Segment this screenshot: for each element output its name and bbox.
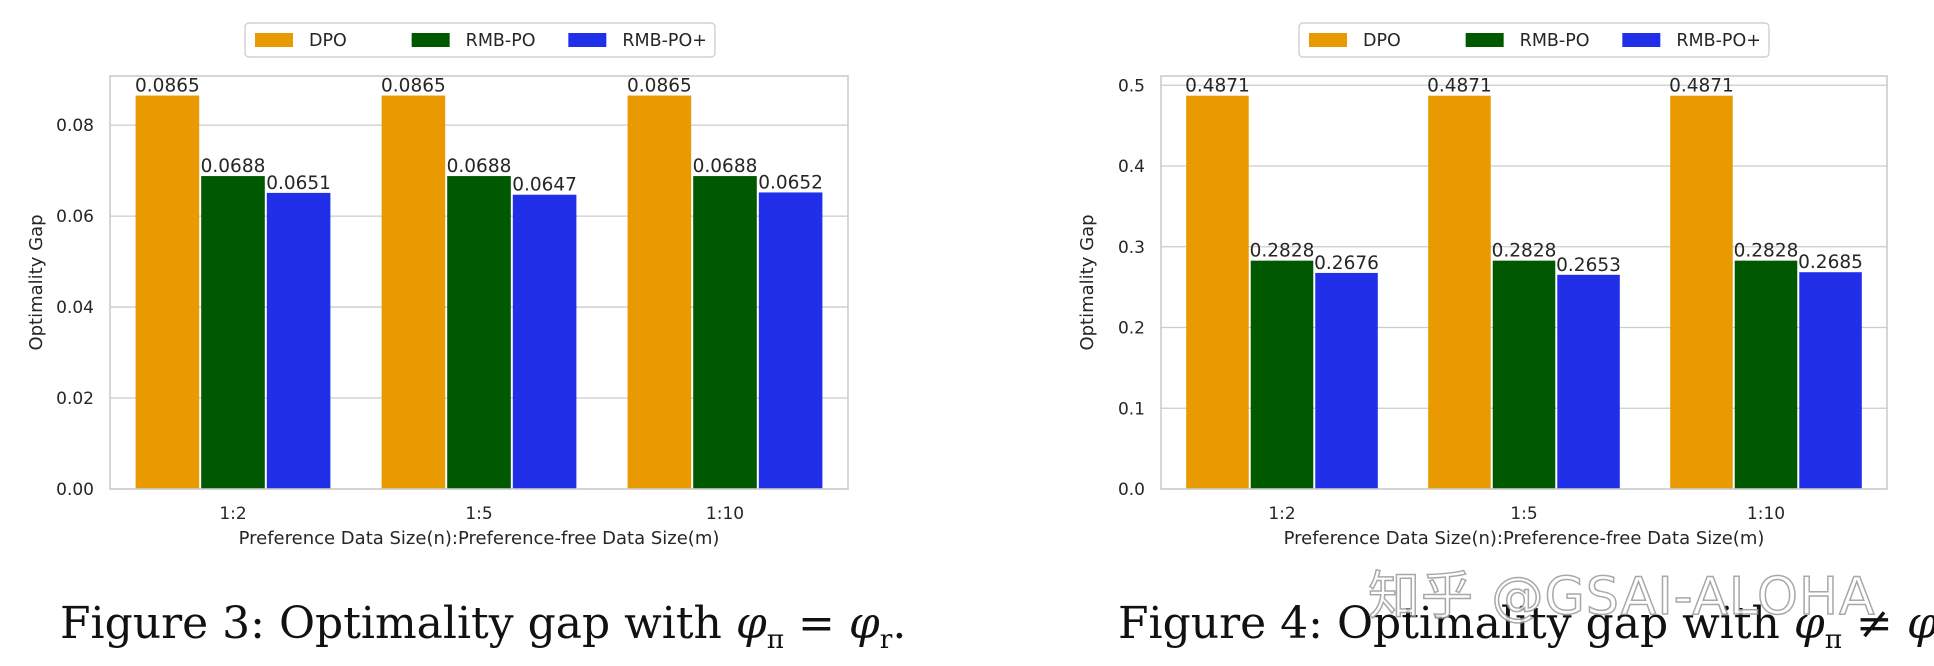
y-axis-label: Optimality Gap — [26, 214, 47, 350]
x-tick-label: 1:5 — [465, 504, 492, 524]
figure-4-panel: 0.0 0.1 0.2 0.3 0.4 0.5 0.4871 0.2828 0.2676 1:2 0… — [967, 0, 1934, 666]
bar-value-label: 0.2828 — [1250, 241, 1315, 262]
bar — [512, 194, 577, 489]
bar-value-label: 0.0652 — [758, 172, 823, 193]
legend-box — [244, 22, 716, 58]
x-tick-label: 1:10 — [706, 504, 744, 524]
bar — [758, 192, 823, 489]
x-axis-label: Preference Data Size(n):Preference-free … — [1284, 528, 1765, 549]
bar-value-label: 0.2676 — [1314, 253, 1379, 274]
bar — [201, 176, 265, 489]
y-tick-label: 0.0 — [1118, 480, 1145, 500]
bar — [1428, 95, 1491, 490]
chart-figure-4: 0.00.10.20.30.40.5 0.48710.28280.26761:20… — [1077, 22, 1888, 549]
bar — [1492, 260, 1556, 489]
bar — [1557, 274, 1620, 489]
chart-figure-3: 0.000.020.040.060.080.08650.06880.06511:… — [26, 22, 849, 549]
legend-swatch — [1309, 33, 1347, 47]
bar-value-label: 0.0865 — [135, 76, 200, 97]
bar-value-label: 0.4871 — [1669, 76, 1734, 97]
bar — [1186, 95, 1249, 490]
legend-label: DPO — [1363, 31, 1401, 51]
bar-value-label: 0.2828 — [1734, 241, 1799, 262]
bar-value-label: 0.0865 — [627, 76, 692, 97]
bar — [1250, 260, 1314, 489]
bar — [1315, 272, 1378, 489]
legend-label: RMB-PO+ — [1676, 31, 1761, 51]
y-axis-label: Optimality Gap — [1077, 214, 1098, 350]
bar-value-label: 0.2653 — [1556, 255, 1621, 276]
x-axis-label: Preference Data Size(n):Preference-free … — [239, 528, 720, 549]
bar-value-label: 0.0865 — [381, 76, 446, 97]
bar — [693, 176, 757, 489]
y-tick-label: 0.08 — [56, 116, 94, 136]
legend-label: RMB-PO — [1520, 31, 1590, 51]
watermark: 知乎 @GSAI-ALOHA — [1367, 566, 1876, 628]
bar — [1799, 272, 1862, 489]
caption-figure-3: Figure 3: Optimality gap with φπ = φr. — [60, 598, 907, 655]
bar — [1734, 260, 1798, 489]
legend-label: RMB-PO+ — [622, 31, 707, 51]
bar — [135, 95, 200, 489]
legend-swatch — [255, 33, 293, 47]
y-tick-label: 0.04 — [56, 298, 94, 318]
bar-value-label: 0.0688 — [201, 156, 266, 177]
legend-label: RMB-PO — [466, 31, 536, 51]
bar-value-label: 0.0688 — [447, 156, 512, 177]
bar — [447, 176, 511, 489]
y-tick-label: 0.5 — [1118, 76, 1145, 96]
y-tick-label: 0.1 — [1118, 399, 1145, 419]
legend-swatch — [1622, 33, 1661, 47]
y-tick-label: 0.3 — [1118, 238, 1145, 258]
y-tick-label: 0.00 — [56, 480, 94, 500]
bar-value-label: 0.0647 — [512, 175, 577, 196]
caption-figure-4: Figure 4: Optimality gap with φπ ≠ φr. — [1118, 598, 1934, 655]
legend-swatch — [568, 33, 607, 47]
legend-swatch — [1465, 33, 1504, 47]
bar — [381, 95, 446, 489]
bar — [266, 192, 331, 489]
bar-value-label: 0.4871 — [1427, 76, 1492, 97]
bar-value-label: 0.0688 — [693, 156, 758, 177]
legend-swatch — [411, 33, 450, 47]
y-tick-label: 0.02 — [56, 389, 94, 409]
y-tick-label: 0.06 — [56, 207, 94, 227]
bar-value-label: 0.2685 — [1798, 252, 1863, 273]
bar-value-label: 0.0651 — [266, 173, 331, 194]
bar — [627, 95, 692, 489]
plot-frame — [1160, 75, 1888, 490]
x-tick-label: 1:5 — [1510, 504, 1537, 524]
x-tick-label: 1:2 — [1268, 504, 1295, 524]
bar-value-label: 0.2828 — [1492, 241, 1557, 262]
y-tick-label: 0.2 — [1118, 319, 1145, 339]
y-tick-label: 0.4 — [1118, 157, 1145, 177]
x-tick-label: 1:10 — [1747, 504, 1785, 524]
bar-value-label: 0.4871 — [1185, 76, 1250, 97]
legend-box — [1298, 22, 1770, 58]
plot-frame — [109, 75, 849, 490]
legend-label: DPO — [309, 31, 347, 51]
x-tick-label: 1:2 — [219, 504, 246, 524]
bar — [1670, 95, 1733, 490]
figure-3-panel: 0.00 0.02 0.04 0.06 0.08 0.0865 0.0688 0.0651 1:… — [26, 22, 849, 549]
